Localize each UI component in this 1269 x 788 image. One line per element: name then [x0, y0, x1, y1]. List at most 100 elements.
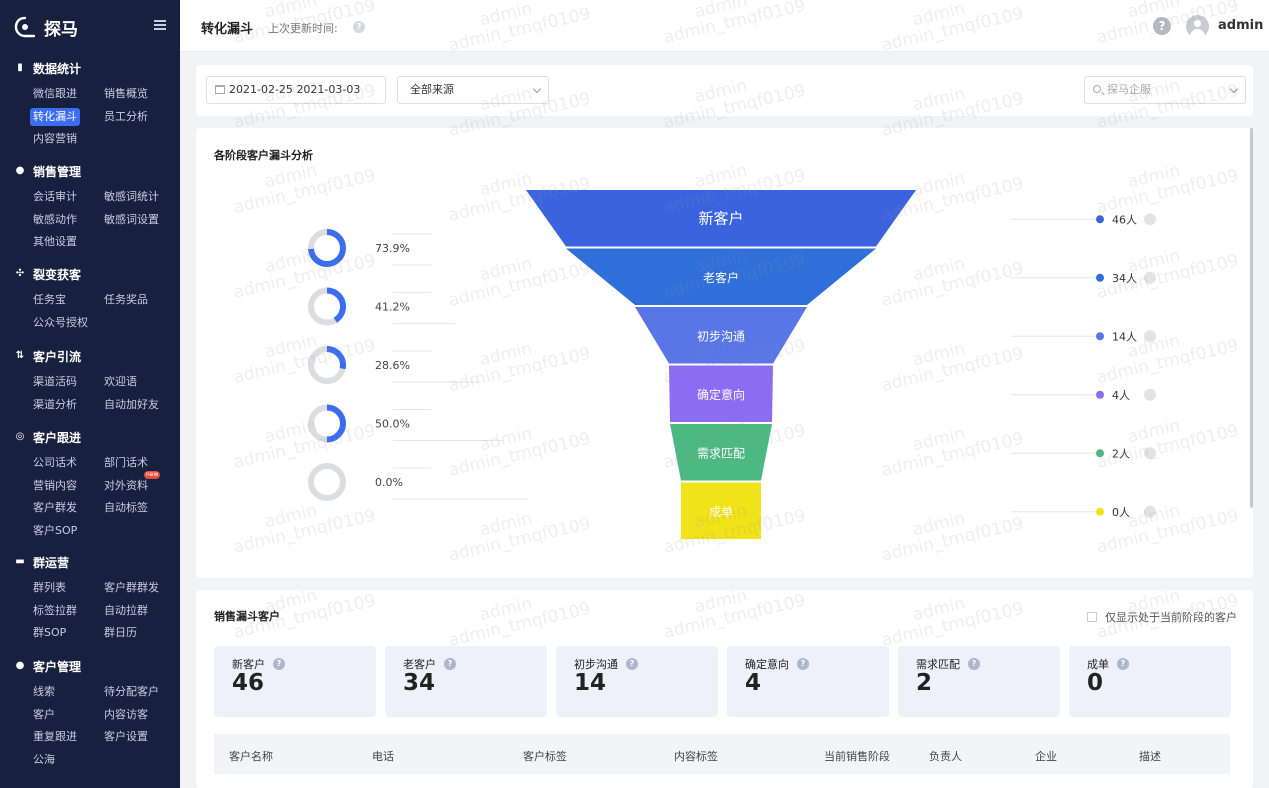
- sidebar-group-title[interactable]: ▬ 群运营: [14, 553, 69, 571]
- sidebar-item[interactable]: 任务奖品: [104, 293, 148, 306]
- sidebar-item[interactable]: 自动标签: [104, 501, 148, 515]
- customers-card-title: 销售漏斗客户: [214, 610, 280, 623]
- sidebar-group-title[interactable]: ▮ 数据统计: [14, 59, 81, 77]
- funnel-segment[interactable]: [670, 424, 772, 481]
- sidebar: 探马 ▮ 数据统计 微信跟进 销售概览 转化漏斗 员工分析 内容营销 ● 销售管理 会话审计 敏感词…: [0, 0, 180, 788]
- funnel-segment[interactable]: [635, 307, 807, 364]
- avatar[interactable]: [1186, 15, 1209, 38]
- sidebar-item[interactable]: 渠道分析: [33, 397, 77, 411]
- sidebar-item[interactable]: 线索: [33, 685, 55, 698]
- help-icon[interactable]: [1144, 388, 1156, 401]
- funnel-segment[interactable]: [526, 190, 916, 247]
- sidebar-item[interactable]: 客户: [33, 707, 55, 721]
- help-icon[interactable]: [1144, 505, 1156, 518]
- new-badge: new: [144, 470, 161, 479]
- help-icon[interactable]: [1144, 213, 1156, 226]
- sidebar-item[interactable]: 对外资料: [104, 478, 148, 492]
- only-current-stage-toggle[interactable]: 仅显示处于当前阶段的客户: [1087, 609, 1237, 625]
- sidebar-item[interactable]: 员工分析: [104, 109, 148, 123]
- sidebar-item[interactable]: 内容营销: [33, 132, 77, 146]
- stage-stat-card[interactable]: 新客户? 46: [214, 646, 376, 717]
- sidebar-group-title[interactable]: ⇅ 客户引流: [14, 347, 81, 365]
- sidebar-group-title[interactable]: ● 销售管理: [14, 162, 81, 180]
- column-header[interactable]: 当前销售阶段: [824, 750, 890, 763]
- funnel-segment[interactable]: [681, 482, 761, 540]
- date-start[interactable]: 2021-02-25: [229, 83, 293, 96]
- sidebar-item[interactable]: 渠道活码: [33, 375, 77, 388]
- sidebar-item[interactable]: 会话审计: [33, 190, 77, 203]
- sidebar-item[interactable]: 其他设置: [33, 235, 77, 249]
- help-icon[interactable]: ?: [444, 658, 456, 670]
- column-header[interactable]: 负责人: [929, 750, 962, 763]
- sidebar-item[interactable]: 重复跟进: [33, 730, 77, 744]
- funnel-segment[interactable]: [566, 248, 876, 306]
- sidebar-item[interactable]: 敏感词设置: [104, 212, 159, 226]
- sidebar-item[interactable]: 群日历: [104, 626, 137, 640]
- column-header[interactable]: 描述: [1139, 750, 1161, 763]
- checkbox[interactable]: [1087, 612, 1097, 622]
- company-select[interactable]: 探马企服: [1084, 76, 1246, 104]
- stat-value: 46: [232, 670, 265, 696]
- sidebar-item[interactable]: 群SOP: [33, 626, 67, 640]
- menu-toggle-icon[interactable]: [154, 20, 166, 31]
- stage-count: 2人: [1112, 447, 1130, 460]
- update-help-icon[interactable]: ?: [353, 21, 365, 33]
- stage-stat-card[interactable]: 老客户? 34: [385, 646, 547, 717]
- search-icon: [1093, 85, 1101, 93]
- sidebar-item[interactable]: 客户设置: [104, 730, 148, 744]
- help-icon[interactable]: ?: [273, 658, 285, 670]
- column-header[interactable]: 客户名称: [229, 750, 273, 763]
- sidebar-item[interactable]: 客户群发: [33, 501, 77, 515]
- chevron-down-icon: [532, 84, 542, 94]
- column-header[interactable]: 企业: [1035, 750, 1057, 763]
- scrollbar[interactable]: [1250, 128, 1253, 508]
- help-icon[interactable]: [1144, 447, 1156, 460]
- help-icon[interactable]: ?: [1117, 658, 1129, 670]
- funnel-segment[interactable]: [669, 365, 773, 423]
- sidebar-item[interactable]: 内容访客: [104, 707, 148, 721]
- sidebar-item[interactable]: 微信跟进: [33, 87, 77, 100]
- sidebar-item[interactable]: 客户群群发: [104, 581, 159, 594]
- help-icon[interactable]: ?: [797, 658, 809, 670]
- stage-stat-card[interactable]: 确定意向? 4: [727, 646, 889, 717]
- user-name[interactable]: admin: [1218, 18, 1264, 33]
- sidebar-item[interactable]: 敏感词统计: [104, 190, 159, 203]
- stage-stat-card[interactable]: 需求匹配? 2: [898, 646, 1060, 717]
- sidebar-item[interactable]: 公海: [33, 752, 55, 766]
- sidebar-group-title[interactable]: ◎ 客户跟进: [14, 428, 81, 446]
- sidebar-item[interactable]: 待分配客户: [104, 685, 159, 698]
- date-end[interactable]: 2021-03-03: [296, 83, 361, 96]
- sidebar-item[interactable]: 敏感动作: [33, 212, 77, 226]
- source-select[interactable]: 全部来源: [397, 76, 549, 104]
- sidebar-item[interactable]: 客户SOP: [33, 523, 78, 537]
- sidebar-item[interactable]: 欢迎语: [104, 375, 137, 388]
- sidebar-item[interactable]: 销售概览: [104, 87, 148, 100]
- help-icon[interactable]: ?: [626, 658, 638, 670]
- stage-stat-card[interactable]: 成单? 0: [1069, 646, 1231, 717]
- help-icon[interactable]: ?: [1153, 17, 1171, 35]
- column-header[interactable]: 客户标签: [523, 750, 567, 763]
- stage-stat-card[interactable]: 初步沟通? 14: [556, 646, 718, 717]
- stat-value: 0: [1087, 670, 1104, 696]
- sidebar-item[interactable]: 自动拉群: [104, 603, 148, 617]
- sidebar-item[interactable]: 公司话术: [33, 456, 77, 469]
- sidebar-item[interactable]: 群列表: [33, 581, 66, 594]
- sidebar-group-title[interactable]: ● 客户管理: [14, 657, 81, 675]
- column-header[interactable]: 电话: [372, 750, 394, 763]
- sidebar-item[interactable]: 转化漏斗: [30, 107, 80, 126]
- column-header[interactable]: 内容标签: [674, 750, 718, 763]
- help-icon[interactable]: [1144, 271, 1156, 284]
- help-icon[interactable]: ?: [968, 658, 980, 670]
- sidebar-group-title[interactable]: ✣ 裂变获客: [14, 265, 81, 283]
- app-logo[interactable]: 探马: [14, 14, 78, 40]
- sidebar-item[interactable]: 标签拉群: [33, 603, 77, 617]
- funnel-stage-label: 需求匹配: [697, 446, 745, 460]
- sidebar-item[interactable]: 任务宝: [33, 293, 66, 306]
- sidebar-item[interactable]: 自动加好友: [104, 397, 159, 411]
- sidebar-item[interactable]: 部门话术: [104, 456, 148, 469]
- sidebar-item[interactable]: 营销内容: [33, 478, 77, 492]
- stage-count: 14人: [1112, 330, 1137, 343]
- sidebar-item[interactable]: 公众号授权: [33, 315, 88, 329]
- help-icon[interactable]: [1144, 330, 1156, 343]
- date-range-picker[interactable]: 2021-02-25 2021-03-03: [206, 76, 386, 104]
